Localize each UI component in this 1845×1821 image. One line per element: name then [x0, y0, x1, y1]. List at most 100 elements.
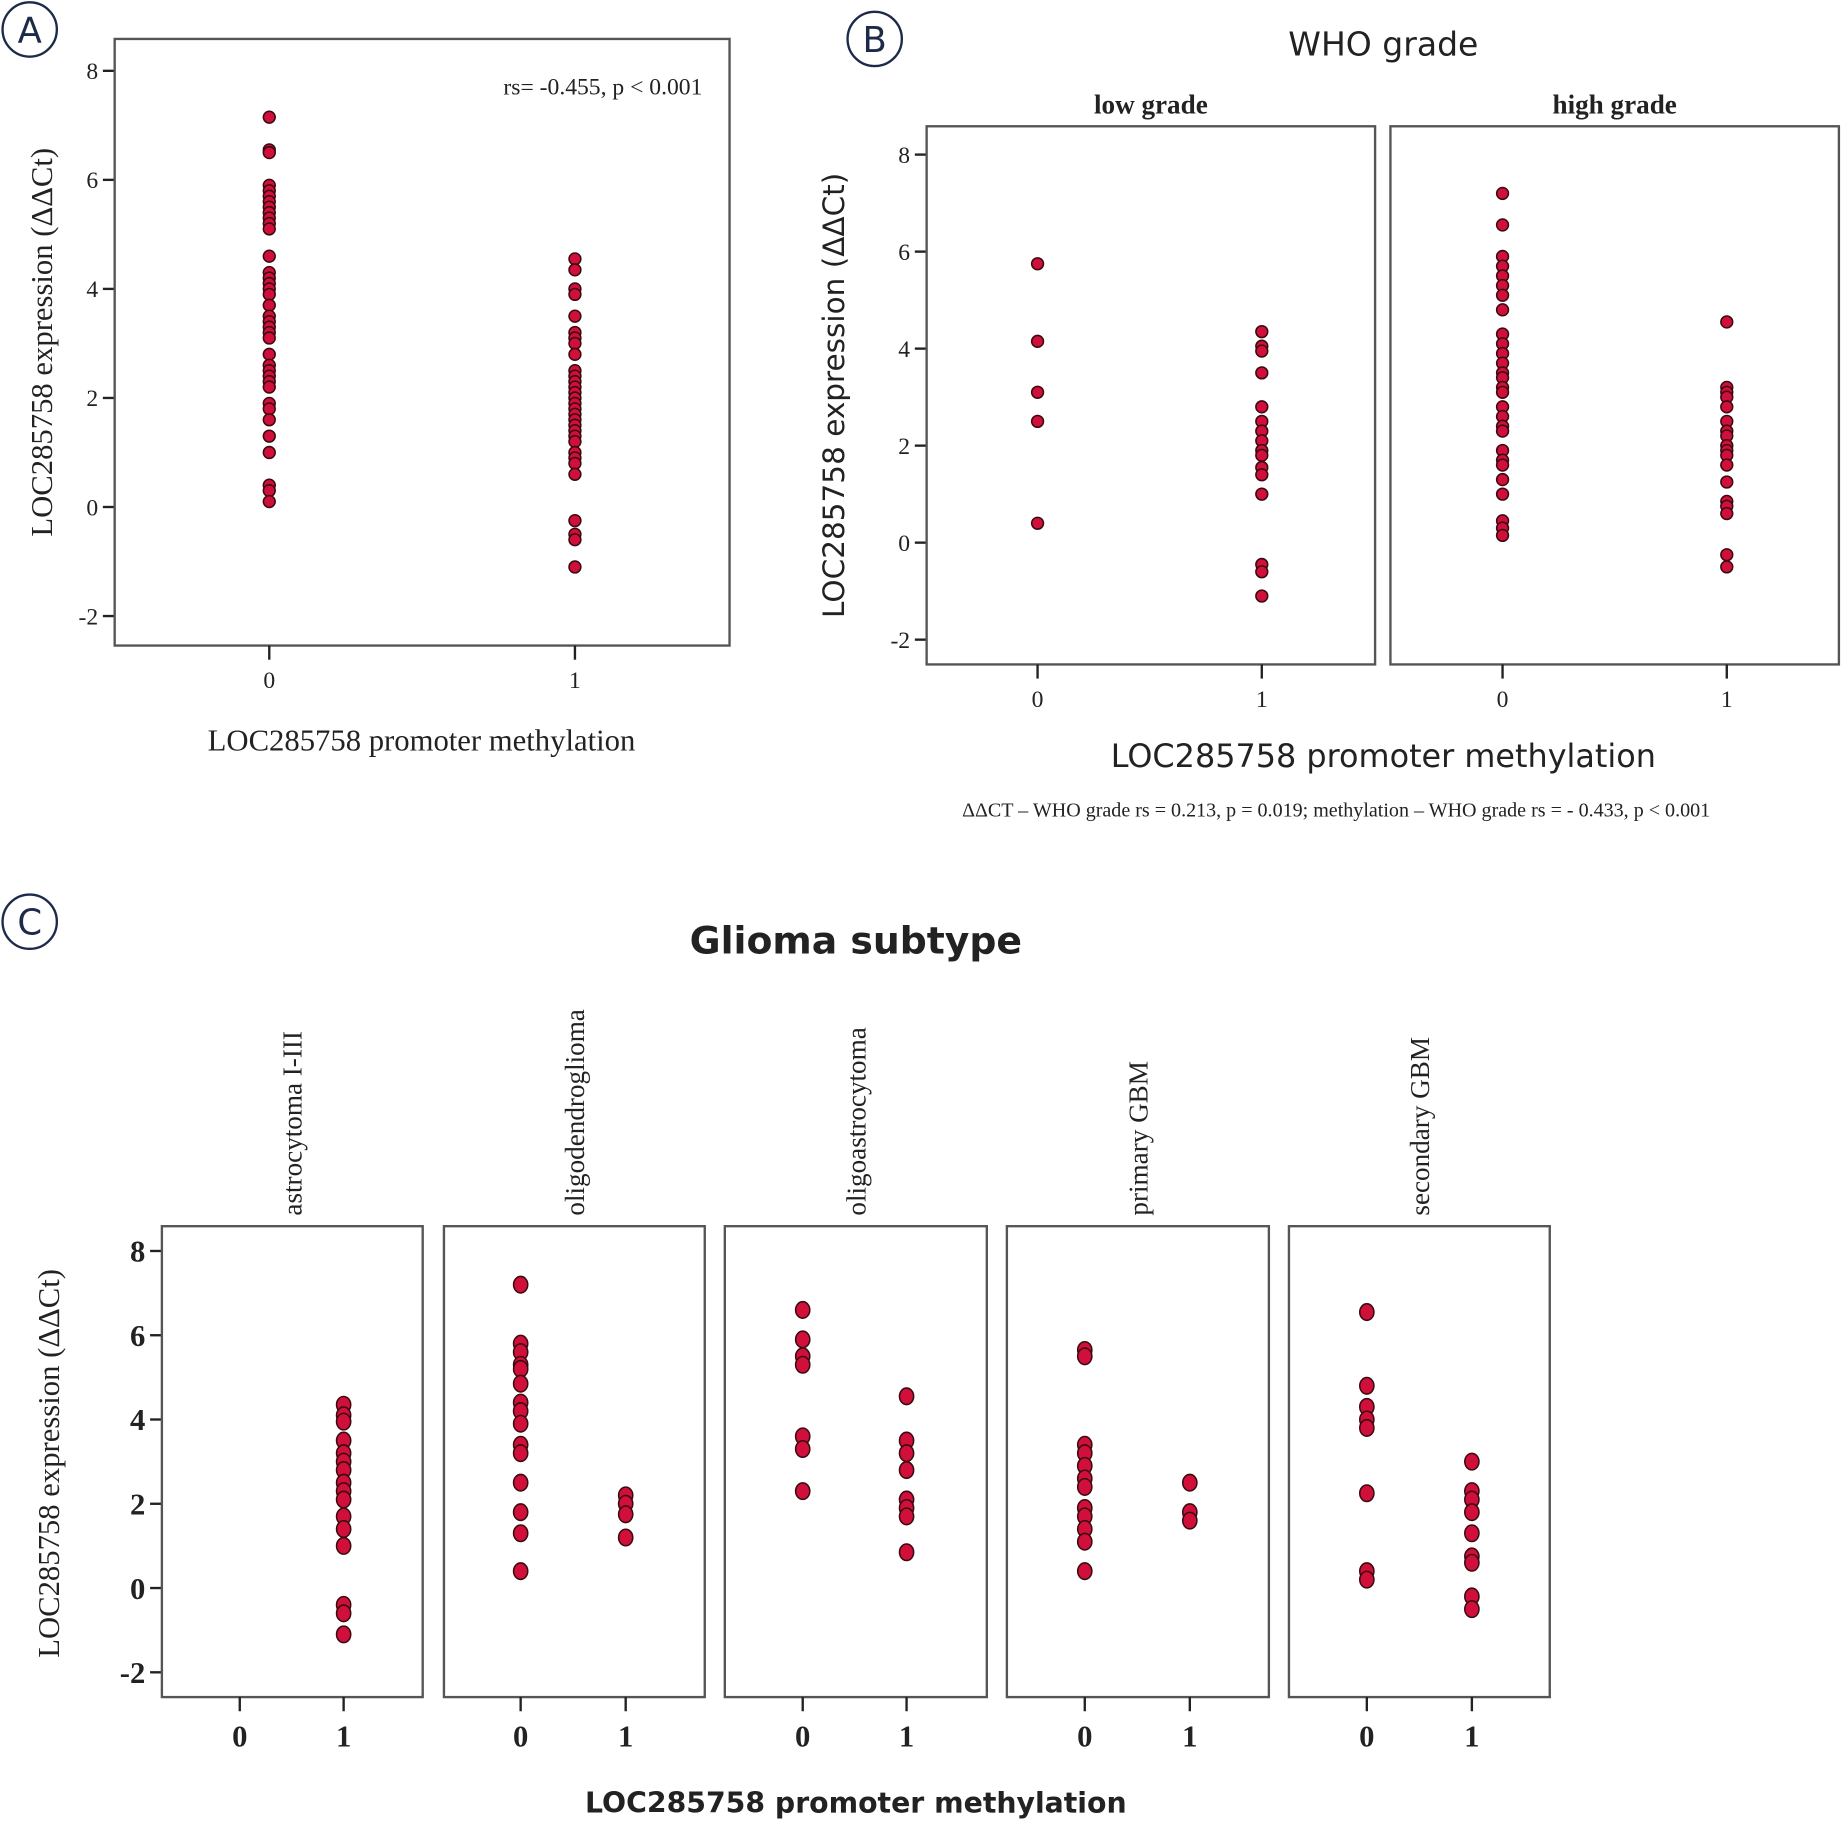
- panel-a-y-tick-label: 8: [86, 59, 98, 85]
- panel-a-data-point: [262, 402, 276, 416]
- panel-c-oligoastrocytoma-data-point: [794, 1355, 811, 1374]
- panel-c-oligodendroglioma-data-point: [617, 1505, 634, 1524]
- panel-b-low-grade-data-point: [1030, 334, 1045, 349]
- panel-c-badge: C: [1, 893, 59, 951]
- panel-b-high-grade-data-point: [1720, 458, 1734, 472]
- panel-b-low-grade-data-point: [1255, 468, 1269, 482]
- panel-c-secondary-GBM-data-point: [1358, 1303, 1375, 1322]
- panel-c-oligodendroglioma-x-tick-label: 1: [618, 1720, 633, 1754]
- panel-b-low-grade-data-point: [1255, 344, 1269, 358]
- panel-c-secondary-GBM-x-tick-label: 0: [1359, 1720, 1374, 1754]
- panel-a-correlation: rs= -0.455, p < 0.001: [503, 74, 702, 100]
- panel-b-low-grade-data-point: [1030, 385, 1045, 399]
- panel-a-data-point: [568, 467, 582, 481]
- panel-c-primary-GBM-data-point: [1076, 1477, 1093, 1496]
- panel-c-secondary-GBM-data-point: [1358, 1570, 1375, 1589]
- panel-c-oligoastrocytoma-plot-frame: [723, 1225, 988, 1699]
- panel-c-primary-GBM-x-tick-label: 0: [1077, 1720, 1092, 1754]
- panel-a-data-point: [568, 336, 582, 351]
- panel-c-title: Glioma subtype: [690, 919, 1022, 963]
- panel-c-astrocytoma-I-III-data-point: [335, 1490, 352, 1509]
- panel-c-primary-GBM-data-point: [1181, 1511, 1198, 1530]
- panel-b-badge: B: [846, 10, 904, 68]
- panel-b-high-grade-data-point: [1720, 560, 1734, 574]
- panel-c-primary-GBM-x-tick-label: 1: [1182, 1720, 1197, 1754]
- panel-a-data-point: [262, 298, 276, 312]
- panel-b-low-grade-data-point: [1255, 565, 1269, 579]
- svg-text:C: C: [17, 903, 42, 944]
- panel-a-data-point: [568, 263, 582, 277]
- panel-b-low-grade-data-point: [1030, 516, 1045, 530]
- panel-a-data-point: [262, 249, 276, 263]
- panel-a-data-point: [568, 560, 582, 574]
- panel-a-data-point: [262, 331, 276, 345]
- panel-c-secondary-GBM-data-point: [1464, 1452, 1480, 1471]
- panel-b-high-grade-data-point: [1495, 186, 1510, 201]
- panel-c-oligodendroglioma-facet-label: oligodendroglioma: [560, 1009, 590, 1215]
- panel-c-oligodendroglioma-data-point: [512, 1414, 529, 1433]
- panel-c-primary-GBM-data-point: [1076, 1532, 1093, 1551]
- panel-c-astrocytoma-I-III-data-point: [335, 1412, 352, 1431]
- panel-b-low-grade-plot-frame: [925, 125, 1377, 666]
- panel-b-low-grade-x-tick-label: 0: [1032, 687, 1044, 713]
- panel-c-y-label: LOC285758 expression (ΔΔCt): [32, 1269, 66, 1658]
- panel-c-oligoastrocytoma-facet-label: oligoastrocytoma: [841, 1027, 871, 1215]
- panel-b-high-grade-data-point: [1720, 475, 1734, 489]
- panel-b-low-grade-x-tick-label: 1: [1256, 687, 1268, 713]
- panel-a-data-point: [262, 110, 276, 124]
- panel-b-high-grade-data-point: [1495, 458, 1510, 472]
- panel-c-oligodendroglioma-data-point: [512, 1524, 529, 1543]
- panel-b-y-label: LOC285758 expression (ΔΔCt): [817, 173, 851, 618]
- panel-a-y-tick-label: -2: [78, 604, 98, 630]
- panel-c-astrocytoma-I-III-facet-label: astrocytoma I-III: [278, 1031, 308, 1216]
- panel-c-astrocytoma-I-III-data-point: [335, 1520, 352, 1539]
- panel-c-oligoastrocytoma-data-point: [794, 1439, 811, 1459]
- panel-b-high-grade-data-point: [1720, 400, 1734, 414]
- panel-b-low-grade-facet-label: low grade: [1094, 89, 1208, 119]
- panel-b-footnote: ΔΔCT – WHO grade rs = 0.213, p = 0.019; …: [962, 800, 1710, 822]
- panel-b-high-grade-data-point: [1720, 315, 1734, 329]
- panel-a-data-point: [568, 513, 582, 528]
- panel-b-y-tick-label: 2: [898, 434, 910, 460]
- panel-a-data-point: [262, 222, 276, 236]
- panel-b-high-grade-x-tick-label: 1: [1721, 687, 1733, 713]
- panel-c-astrocytoma-I-III-data-point: [335, 1625, 352, 1644]
- panel-b-high-grade-data-point: [1720, 506, 1734, 521]
- panel-c-oligodendroglioma-data-point: [512, 1374, 529, 1393]
- panel-c-oligodendroglioma-x-tick-label: 0: [513, 1720, 528, 1754]
- panel-c-secondary-GBM-data-point: [1358, 1376, 1375, 1395]
- panel-b-y-tick-label: 4: [898, 337, 910, 363]
- panel-a-plot-frame: [113, 37, 731, 647]
- panel-c-primary-GBM-facet-label: primary GBM: [1123, 1061, 1153, 1215]
- panel-c-secondary-GBM-facet-label: secondary GBM: [1405, 1037, 1435, 1216]
- panel-a-y-label: LOC285758 expression (ΔΔCt): [25, 148, 59, 537]
- panel-c-secondary-GBM-data-point: [1464, 1524, 1480, 1543]
- panel-a-data-point: [262, 413, 276, 427]
- panel-c-secondary-GBM-data-point: [1358, 1418, 1375, 1437]
- panel-c-astrocytoma-I-III-x-tick-label: 0: [232, 1720, 247, 1754]
- panel-c-secondary-GBM-data-point: [1464, 1600, 1480, 1619]
- panel-c-oligoastrocytoma-data-point: [794, 1330, 811, 1349]
- panel-b-high-grade-facet-label: high grade: [1552, 89, 1676, 119]
- panel-c-oligoastrocytoma-data-point: [794, 1300, 811, 1319]
- panel-a-data-point: [568, 309, 582, 323]
- panel-c-y-tick-label: 6: [130, 1319, 145, 1353]
- panel-a-x-tick-label: 1: [569, 668, 581, 694]
- panel-a-data-point: [262, 287, 276, 302]
- panel-b-low-grade-data-point: [1030, 414, 1045, 429]
- panel-b-high-grade-data-point: [1495, 218, 1510, 232]
- panel-c-primary-GBM-data-point: [1181, 1473, 1198, 1492]
- panel-a-data-point: [262, 494, 276, 509]
- panel-b-low-grade-data-point: [1030, 257, 1045, 271]
- panel-c-y-tick-label: 4: [130, 1403, 145, 1437]
- panel-b-x-label: LOC285758 promoter methylation: [1111, 737, 1656, 775]
- panel-b-title: WHO grade: [1288, 24, 1478, 63]
- panel-b-high-grade-data-point: [1495, 385, 1510, 399]
- panel-c-oligoastrocytoma-x-tick-label: 1: [899, 1720, 914, 1754]
- panel-b-high-grade-data-point: [1495, 528, 1510, 543]
- panel-a-y-tick-label: 2: [86, 386, 98, 412]
- panel-a-badge: A: [1, 1, 59, 58]
- panel-a-y-tick-label: 0: [86, 495, 98, 521]
- panel-c-oligoastrocytoma-data-point: [898, 1387, 915, 1406]
- panel-c-oligodendroglioma-data-point: [512, 1473, 529, 1492]
